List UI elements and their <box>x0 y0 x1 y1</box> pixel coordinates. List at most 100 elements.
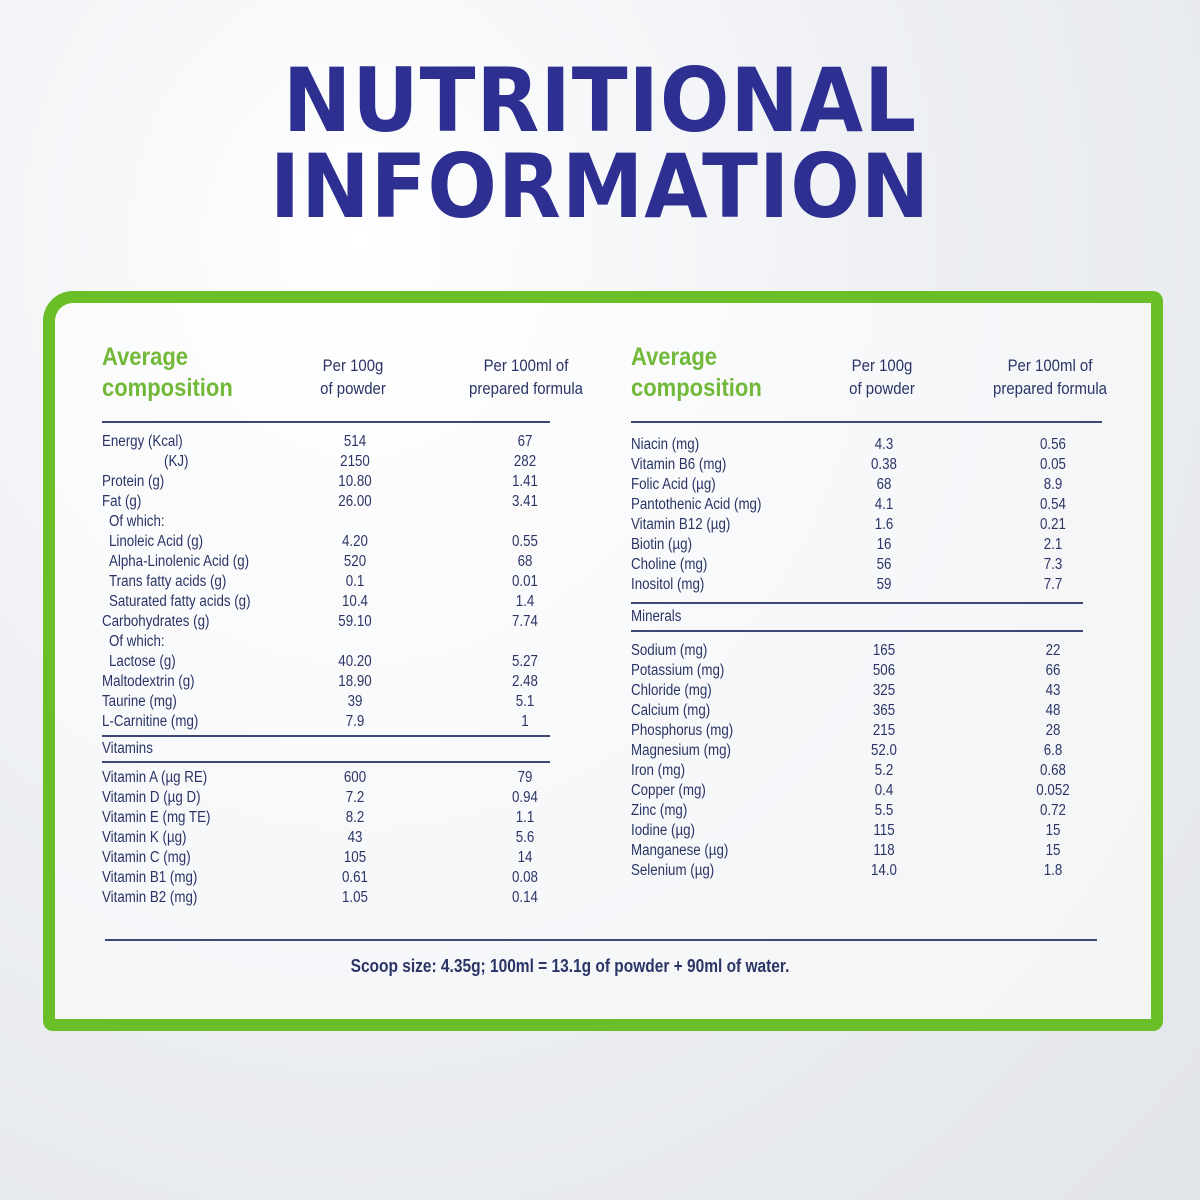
per-100ml-value: 0.05 <box>1040 456 1066 473</box>
table-row: Vitamin B6 (mg) <box>631 455 742 475</box>
per-100g-value: 59 <box>876 576 892 593</box>
per-100ml-value: 0.01 <box>512 573 538 590</box>
nutrient-name: Inositol (mg) <box>631 576 705 593</box>
table-row: Zinc (mg) <box>631 801 696 821</box>
table-row: Of which: <box>109 632 174 652</box>
table-row: Pantothenic Acid (mg) <box>631 495 783 515</box>
per-100g-value: 514 <box>343 433 367 450</box>
per-100ml-value: 5.27 <box>512 653 538 670</box>
per-100g-value: 5.2 <box>874 762 894 779</box>
per-100ml-header-right: Per 100ml of prepared formula <box>993 356 1107 398</box>
per-100g-header-right: Per 100g of powder <box>849 356 915 398</box>
per-100g-value: 0.1 <box>345 573 365 590</box>
per-100g-value: 26.00 <box>338 493 372 510</box>
table-row: Energy (Kcal) <box>102 432 196 452</box>
per-100ml-value: 28 <box>1045 722 1061 739</box>
per-100g-value: 1.05 <box>342 889 368 906</box>
table-row: Iron (mg) <box>631 761 694 781</box>
per-100ml-value: 0.55 <box>512 533 538 550</box>
nutrient-name: Manganese (µg) <box>631 842 729 859</box>
scoop-size-note: Scoop size: 4.35g; 100ml = 13.1g of powd… <box>350 956 790 976</box>
nutrient-name: Calcium (mg) <box>631 702 711 719</box>
per-100ml-value: 7.74 <box>512 613 538 630</box>
per-100ml-value: 0.052 <box>1036 782 1070 799</box>
table-row: L-Carnitine (mg) <box>102 712 214 732</box>
nutrient-name: Folic Acid (µg) <box>631 476 716 493</box>
per-100ml-value: 5.6 <box>515 829 535 846</box>
table-row: Chloride (mg) <box>631 681 725 701</box>
per-100ml-value: 1.8 <box>1043 862 1063 879</box>
nutrient-name: Pantothenic Acid (mg) <box>631 496 762 513</box>
per-100g-value: 52.0 <box>871 742 897 759</box>
per-100ml-value: 0.72 <box>1040 802 1066 819</box>
per-100ml-value: 2.48 <box>512 673 538 690</box>
per-100ml-value: 0.94 <box>512 789 538 806</box>
table-row: Vitamin B12 (µg) <box>631 515 746 535</box>
table-row: Fat (g) <box>102 492 148 512</box>
per-100g-value: 8.2 <box>345 809 365 826</box>
per-100g-value: 56 <box>876 556 892 573</box>
table-row: Potassium (mg) <box>631 661 740 681</box>
footer-divider <box>105 939 1097 941</box>
per-100g-value: 2150 <box>340 453 370 470</box>
table-row: (KJ) <box>164 452 192 472</box>
header-divider-left <box>102 421 550 423</box>
per-100g-value: 10.4 <box>342 593 368 610</box>
per-100ml-value: 43 <box>1045 682 1061 699</box>
per-100ml-value: 7.3 <box>1043 556 1063 573</box>
per-100ml-value: 66 <box>1045 662 1061 679</box>
per-100g-value: 115 <box>873 822 895 839</box>
nutrient-name: Iron (mg) <box>631 762 686 779</box>
composition-header-right: Average composition <box>631 343 762 402</box>
per-100ml-value: 1.4 <box>515 593 535 610</box>
nutrient-name: Lactose (g) <box>109 653 176 670</box>
nutrient-name: Phosphorus (mg) <box>631 722 734 739</box>
table-row: Calcium (mg) <box>631 701 723 721</box>
per-100ml-value: 0.21 <box>1040 516 1066 533</box>
per-100ml-value: 7.7 <box>1043 576 1063 593</box>
per-100g-value: 365 <box>872 702 896 719</box>
per-100g-value: 18.90 <box>338 673 372 690</box>
nutrient-name: Fat (g) <box>102 493 142 510</box>
table-row: Vitamin B1 (mg) <box>102 868 213 888</box>
nutrient-name: Choline (mg) <box>631 556 708 573</box>
nutrient-name: Vitamin E (mg TE) <box>102 809 211 826</box>
composition-header-left: Average composition <box>102 343 233 402</box>
nutrient-name: Vitamin B6 (mg) <box>631 456 727 473</box>
nutrient-name: Potassium (mg) <box>631 662 725 679</box>
nutrient-name: Vitamin B12 (µg) <box>631 516 731 533</box>
table-row: Of which: <box>109 512 174 532</box>
per-100ml-value: 15 <box>1045 822 1061 839</box>
nutrient-name: Carbohydrates (g) <box>102 613 210 630</box>
table-row: Magnesium (mg) <box>631 741 747 761</box>
table-row: Niacin (mg) <box>631 435 710 455</box>
nutrient-name: Zinc (mg) <box>631 802 688 819</box>
per-100g-value: 0.4 <box>874 782 894 799</box>
per-100ml-value: 15 <box>1045 842 1061 859</box>
nutrient-name: (KJ) <box>164 453 189 470</box>
nutrient-name: Vitamin A (µg RE) <box>102 769 208 786</box>
table-row: Saturated fatty acids (g) <box>109 592 274 612</box>
per-100g-value: 4.20 <box>342 533 368 550</box>
per-100ml-value: 67 <box>517 433 533 450</box>
per-100ml-value: 22 <box>1045 642 1061 659</box>
table-row: Linoleic Acid (g) <box>109 532 218 552</box>
nutrient-name: Saturated fatty acids (g) <box>109 593 251 610</box>
nutrient-name: L-Carnitine (mg) <box>102 713 199 730</box>
table-row: Protein (g) <box>102 472 174 492</box>
minerals-divider-top <box>631 602 1083 604</box>
per-100ml-value: 0.14 <box>512 889 538 906</box>
per-100ml-value: 3.41 <box>512 493 538 510</box>
table-row: Maltodextrin (g) <box>102 672 210 692</box>
vitamins-divider-top <box>102 735 550 737</box>
per-100g-value: 0.61 <box>342 869 368 886</box>
nutrient-name: Vitamin B2 (mg) <box>102 889 198 906</box>
nutrient-name: Of which: <box>109 633 165 650</box>
per-100ml-value: 1.1 <box>515 809 535 826</box>
per-100g-value: 39 <box>347 693 363 710</box>
per-100g-value: 520 <box>343 553 367 570</box>
table-row: Carbohydrates (g) <box>102 612 227 632</box>
per-100g-value: 16 <box>876 536 892 553</box>
table-row: Vitamin D (µg D) <box>102 788 217 808</box>
nutrient-name: Biotin (µg) <box>631 536 693 553</box>
